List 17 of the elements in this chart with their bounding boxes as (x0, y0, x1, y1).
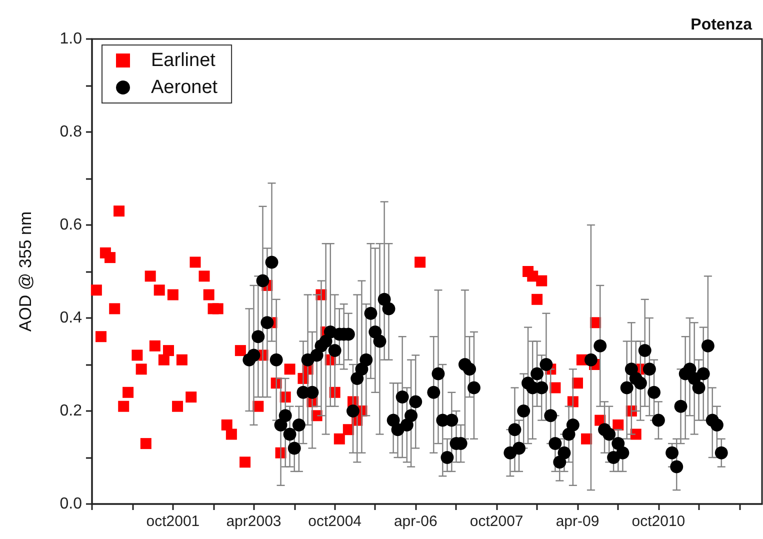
y-tick-label: 0.2 (60, 402, 82, 420)
x-tick-label: oct2007 (470, 513, 524, 530)
x-tick-label: apr-09 (556, 513, 600, 530)
y-tick-label: 0.4 (60, 310, 82, 326)
y-tick-label: 1.0 (60, 30, 82, 48)
chart-title: Potenza (690, 16, 752, 34)
legend-label: Aeronet (151, 77, 218, 98)
x-tick-label: oct2004 (308, 513, 362, 530)
x-tick-label: apr2003 (226, 513, 282, 530)
y-axis-title: AOD @ 355 nm (16, 211, 35, 332)
x-tick-label: apr-06 (394, 513, 438, 530)
legend-label: Earlinet (151, 50, 216, 71)
y-tick-label: 0.0 (60, 496, 82, 512)
x-tick-label: oct2010 (632, 513, 686, 530)
x-tick-label: oct2001 (146, 513, 200, 530)
y-tick-label: 0.8 (60, 124, 82, 140)
y-tick-label: 0.6 (60, 216, 82, 234)
